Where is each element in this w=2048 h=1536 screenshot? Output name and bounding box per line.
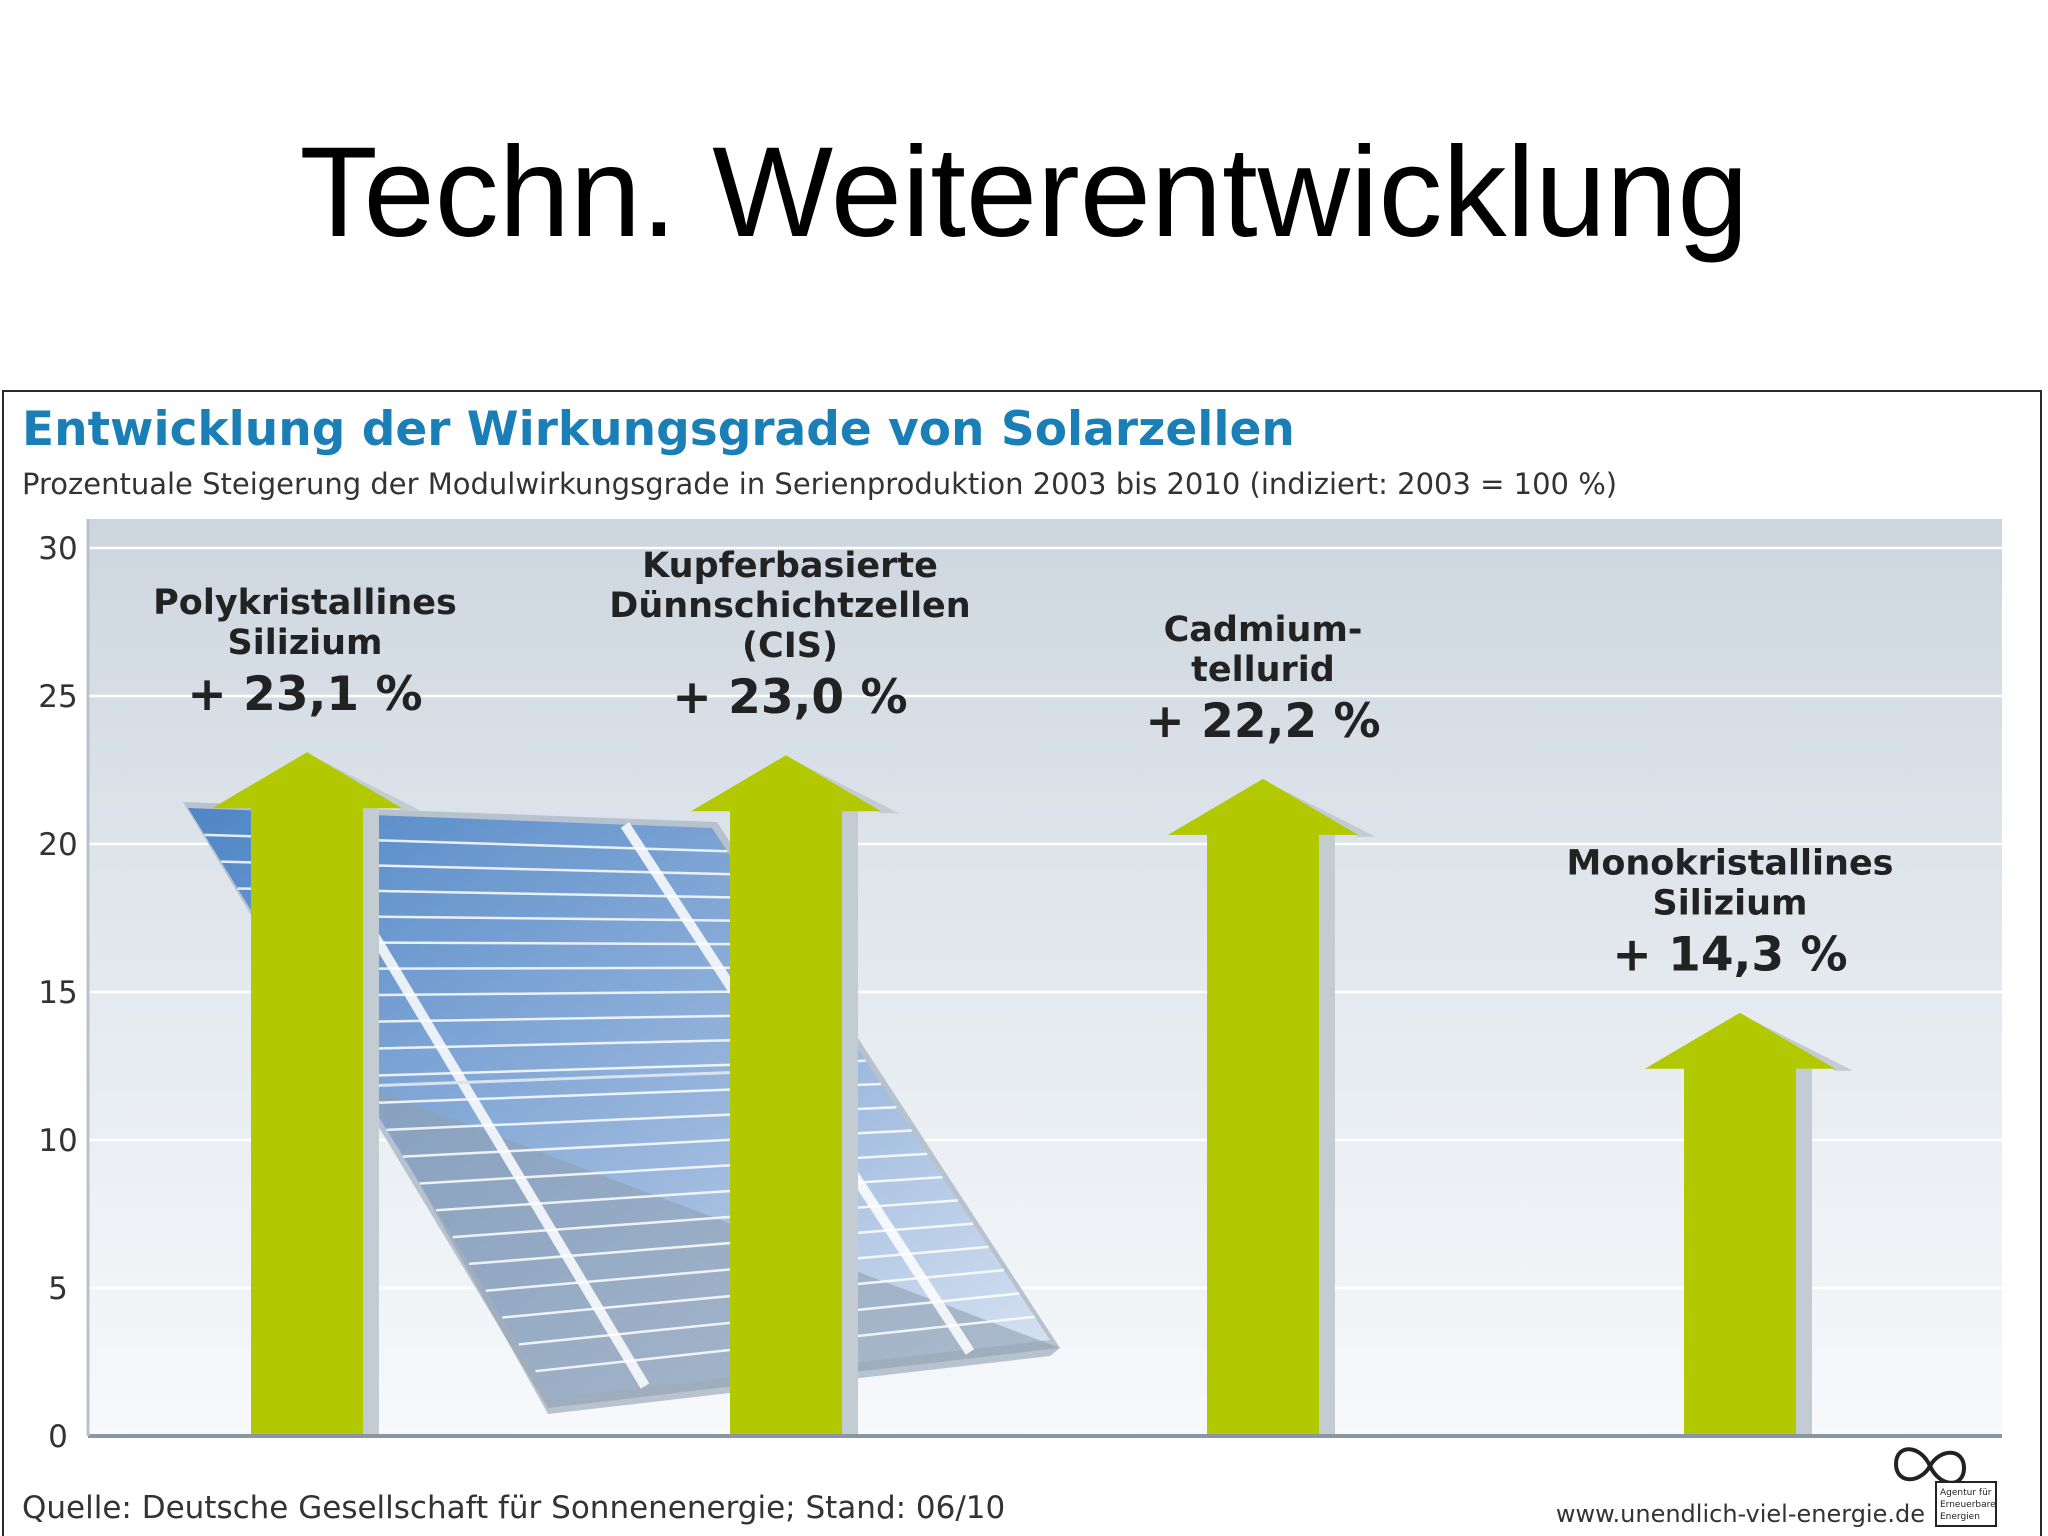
chart-subtitle: Prozentuale Steigerung der Modulwirkungs… [22,467,1617,501]
bars-layer [212,752,1853,1436]
infinity-logo-icon [1893,1447,1967,1485]
source-note: Quelle: Deutsche Gesellschaft für Sonnen… [22,1490,1005,1526]
bar-head-shadow [309,754,420,811]
y-tick-label: 10 [38,1123,77,1159]
category-label: Polykristallines [153,583,457,623]
slide-title: Techn. Weiterentwicklung [299,121,1749,264]
bar-shadow [1319,834,1335,1436]
y-tick-label: 25 [38,679,77,715]
category-label: Silizium [1653,884,1808,924]
category-label: Kupferbasierte [642,546,938,586]
y-tick-label: 5 [48,1271,68,1307]
y-tick-label: 30 [38,531,77,567]
agency-logo: Agentur für Erneuerbare Energien [1893,1447,1997,1527]
y-tick-label: 15 [38,975,77,1011]
category-label: tellurid [1191,650,1335,690]
value-label: + 23,0 % [672,670,907,725]
y-tick-labels: 0 5 10 15 20 25 30 [38,531,77,1455]
bar-head-shadow [1742,1014,1853,1071]
category-label: Silizium [228,623,383,663]
y-tick-label: 0 [48,1419,68,1455]
logo-text-line: Erneuerbare [1940,1500,1996,1510]
category-label: (CIS) [742,626,838,666]
logo-text-line: Energien [1940,1512,1980,1522]
value-label: + 14,3 % [1612,928,1847,983]
y-tick-label: 20 [38,827,77,863]
value-label: + 23,1 % [187,667,422,722]
bar-shadow [363,808,379,1436]
chart-title: Entwicklung der Wirkungsgrade von Solarz… [22,402,1295,457]
bar-shadow [842,811,858,1436]
bar-arrow [1645,1012,1835,1436]
bar-arrow [1168,778,1358,1436]
category-label: Monokristallines [1566,844,1893,884]
category-label: Cadmium- [1164,610,1363,650]
logo-text-line: Agentur für [1940,1488,1992,1498]
bar-head-shadow [788,757,899,814]
bar-arrow [691,755,881,1436]
bar-head-shadow [1265,780,1376,837]
website-link[interactable]: www.unendlich-viel-energie.de [1556,1500,1925,1528]
bar-shadow [1796,1068,1812,1436]
value-label: + 22,2 % [1145,694,1380,749]
bar-arrow [212,752,402,1436]
category-label: Dünnschichtzellen [609,586,970,626]
